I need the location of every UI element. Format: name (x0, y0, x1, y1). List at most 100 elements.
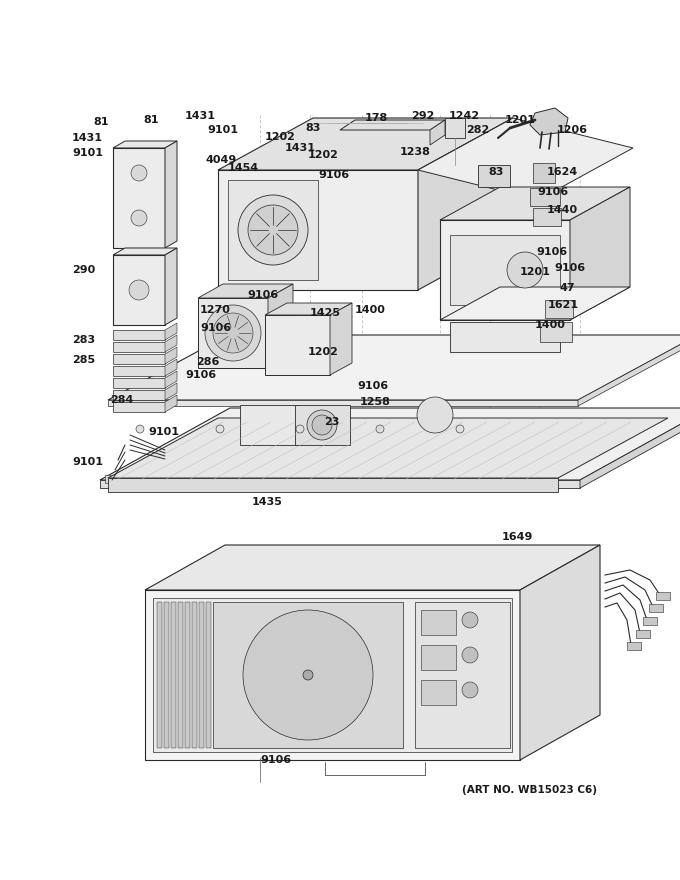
Circle shape (213, 313, 253, 353)
Polygon shape (440, 187, 630, 220)
Polygon shape (113, 390, 165, 400)
Text: 81: 81 (143, 115, 158, 125)
Text: 1400: 1400 (535, 320, 566, 330)
Text: 83: 83 (488, 167, 503, 177)
Circle shape (462, 647, 478, 663)
Circle shape (376, 425, 384, 433)
Polygon shape (113, 248, 177, 255)
Text: 1201: 1201 (520, 267, 551, 277)
Text: 1202: 1202 (308, 150, 339, 160)
Text: 9106: 9106 (318, 170, 349, 180)
Text: 9101: 9101 (72, 148, 103, 158)
Bar (627, 642, 641, 650)
Bar (415, 602, 510, 748)
Polygon shape (113, 354, 165, 364)
Polygon shape (430, 120, 445, 145)
Polygon shape (165, 395, 177, 412)
Bar (545, 300, 573, 318)
Polygon shape (113, 141, 177, 148)
Text: 1435: 1435 (252, 497, 283, 507)
Polygon shape (418, 118, 633, 200)
Polygon shape (265, 315, 330, 375)
Circle shape (131, 165, 147, 181)
Bar (533, 163, 555, 183)
Circle shape (456, 425, 464, 433)
Polygon shape (268, 284, 293, 368)
Polygon shape (218, 118, 513, 170)
Polygon shape (145, 590, 520, 760)
Polygon shape (145, 545, 600, 590)
Polygon shape (165, 141, 177, 248)
Text: 290: 290 (72, 265, 95, 275)
Text: 1440: 1440 (547, 205, 578, 215)
Polygon shape (113, 255, 165, 325)
Polygon shape (530, 108, 568, 135)
Text: 9106: 9106 (536, 247, 567, 257)
Polygon shape (113, 342, 165, 352)
Bar (533, 208, 561, 226)
Polygon shape (108, 335, 680, 400)
Polygon shape (520, 545, 600, 760)
Polygon shape (113, 330, 165, 340)
Circle shape (243, 610, 373, 740)
Text: 1206: 1206 (557, 125, 588, 135)
Bar (450, 322, 560, 352)
Polygon shape (445, 118, 465, 138)
Polygon shape (165, 335, 177, 352)
Bar (206, 602, 211, 748)
Bar (171, 602, 176, 748)
Bar (636, 630, 650, 638)
Text: 9101: 9101 (207, 125, 238, 135)
Text: 4049: 4049 (205, 155, 236, 165)
Circle shape (462, 612, 478, 628)
Bar (185, 602, 190, 748)
Text: 1202: 1202 (308, 347, 339, 357)
Text: 81: 81 (93, 117, 109, 127)
Text: 284: 284 (110, 395, 133, 405)
Polygon shape (218, 170, 418, 290)
Text: 9106: 9106 (554, 263, 585, 273)
Polygon shape (198, 284, 293, 298)
Bar (192, 602, 197, 748)
Text: 83: 83 (305, 123, 320, 133)
Text: 1431: 1431 (285, 143, 316, 153)
Polygon shape (165, 359, 177, 376)
Text: 1624: 1624 (547, 167, 578, 177)
Text: 285: 285 (72, 355, 95, 365)
Bar (421, 680, 456, 705)
Polygon shape (113, 366, 165, 376)
Text: 9106: 9106 (247, 290, 278, 300)
Polygon shape (113, 378, 165, 388)
Text: 9106: 9106 (260, 755, 291, 765)
Bar (178, 602, 183, 748)
Polygon shape (330, 303, 352, 375)
Text: 9106: 9106 (537, 187, 568, 197)
Polygon shape (198, 298, 268, 368)
Text: 47: 47 (560, 283, 576, 293)
Circle shape (417, 397, 453, 433)
Text: 1202: 1202 (265, 132, 296, 142)
Bar (295, 405, 350, 445)
Text: 283: 283 (72, 335, 95, 345)
Circle shape (307, 410, 337, 440)
Polygon shape (165, 248, 177, 325)
Circle shape (205, 305, 261, 361)
Polygon shape (108, 478, 558, 492)
Polygon shape (340, 120, 445, 130)
Bar (530, 188, 560, 206)
Text: 1431: 1431 (72, 133, 103, 143)
Polygon shape (418, 118, 513, 290)
Bar (164, 602, 169, 748)
Text: 1621: 1621 (548, 300, 579, 310)
Circle shape (216, 425, 224, 433)
Polygon shape (113, 402, 165, 412)
Polygon shape (265, 303, 352, 315)
Text: 286: 286 (196, 357, 220, 367)
Bar (421, 610, 456, 635)
Polygon shape (165, 371, 177, 388)
Polygon shape (570, 187, 630, 320)
Circle shape (136, 425, 144, 433)
Circle shape (303, 670, 313, 680)
Circle shape (248, 205, 298, 255)
Bar (199, 602, 204, 748)
